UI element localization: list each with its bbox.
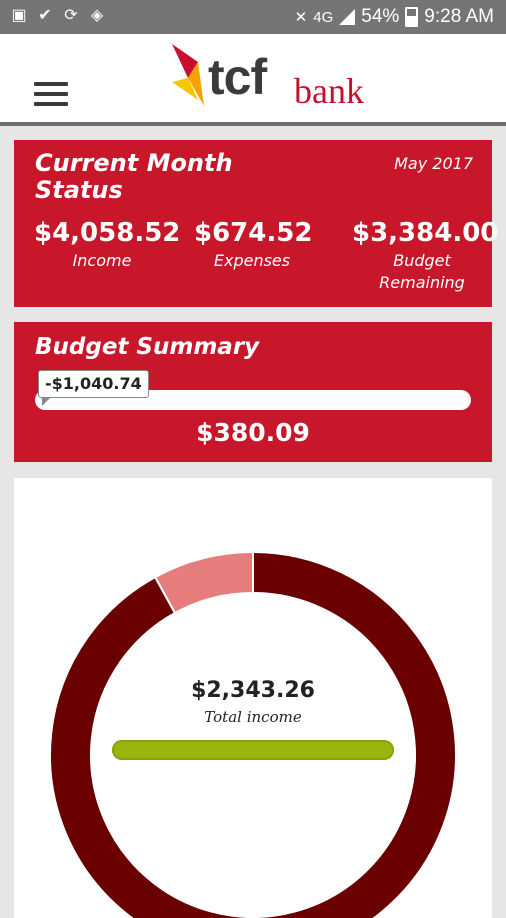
budget-remaining-label-line1: Budget xyxy=(393,251,451,270)
signal-icon xyxy=(339,9,356,25)
logo-bank-text: bank xyxy=(294,71,364,111)
notification-icons: ▣ ✔ ⟳ ◈ xyxy=(10,7,106,25)
clock: 9:28 AM xyxy=(424,6,494,27)
cast-icon: ◈ xyxy=(90,7,104,24)
download-done-icon: ✔ xyxy=(38,7,52,24)
budget-summary-title: Budget Summary xyxy=(35,334,260,360)
system-icons: ✕ 4G 54% 9:28 AM xyxy=(295,6,494,28)
status-bar: ▣ ✔ ⟳ ◈ ✕ 4G 54% 9:28 AM xyxy=(0,0,506,34)
donut-slice-2[interactable] xyxy=(153,550,254,615)
sync-icon: ⟳ xyxy=(64,7,78,24)
network-type: 4G xyxy=(313,8,334,26)
budget-summary-value: $380.09 xyxy=(196,418,310,447)
expenses-label: Expenses xyxy=(213,251,291,270)
menu-icon[interactable] xyxy=(34,82,70,108)
income-value: $4,058.52 xyxy=(34,218,181,248)
expenses-stat: $674.52 Expenses xyxy=(194,218,313,272)
income-donut-chart xyxy=(49,550,457,918)
mute-icon: ✕ xyxy=(294,9,308,26)
logo-mark-icon xyxy=(172,44,204,106)
status-title: Current Month Status xyxy=(35,149,233,204)
tcf-bank-logo: tcf bank xyxy=(168,42,388,116)
income-label: Income xyxy=(72,251,132,270)
image-icon: ▣ xyxy=(11,7,27,24)
battery-percent: 54% xyxy=(361,6,400,27)
income-stat: $4,058.52 Income xyxy=(34,218,181,272)
total-income-value: $2,343.26 xyxy=(191,678,315,703)
battery-icon xyxy=(405,7,419,27)
current-month-status-card[interactable]: Current Month Status May 2017 $4,058.52 … xyxy=(14,140,499,307)
income-bar xyxy=(112,740,394,760)
logo-tcf-text: tcf xyxy=(208,49,267,105)
budget-remaining-value: $3,384.00 xyxy=(352,218,499,248)
total-income-label: Total income xyxy=(204,708,302,726)
income-chart-card[interactable]: $2,343.26 Total income xyxy=(14,478,492,918)
budget-indicator-bubble: -$1,040.74 xyxy=(38,370,149,406)
app-header: tcf bank xyxy=(0,34,506,126)
budget-remaining-label-line2: Remaining xyxy=(379,273,465,292)
donut-slice-1[interactable] xyxy=(49,550,457,918)
budget-summary-card[interactable]: Budget Summary -$1,040.74 $380.09 xyxy=(14,322,492,462)
status-date: May 2017 xyxy=(394,154,473,173)
budget-remaining-stat: $3,384.00 Budget Remaining xyxy=(352,218,499,294)
expenses-value: $674.52 xyxy=(194,218,313,248)
